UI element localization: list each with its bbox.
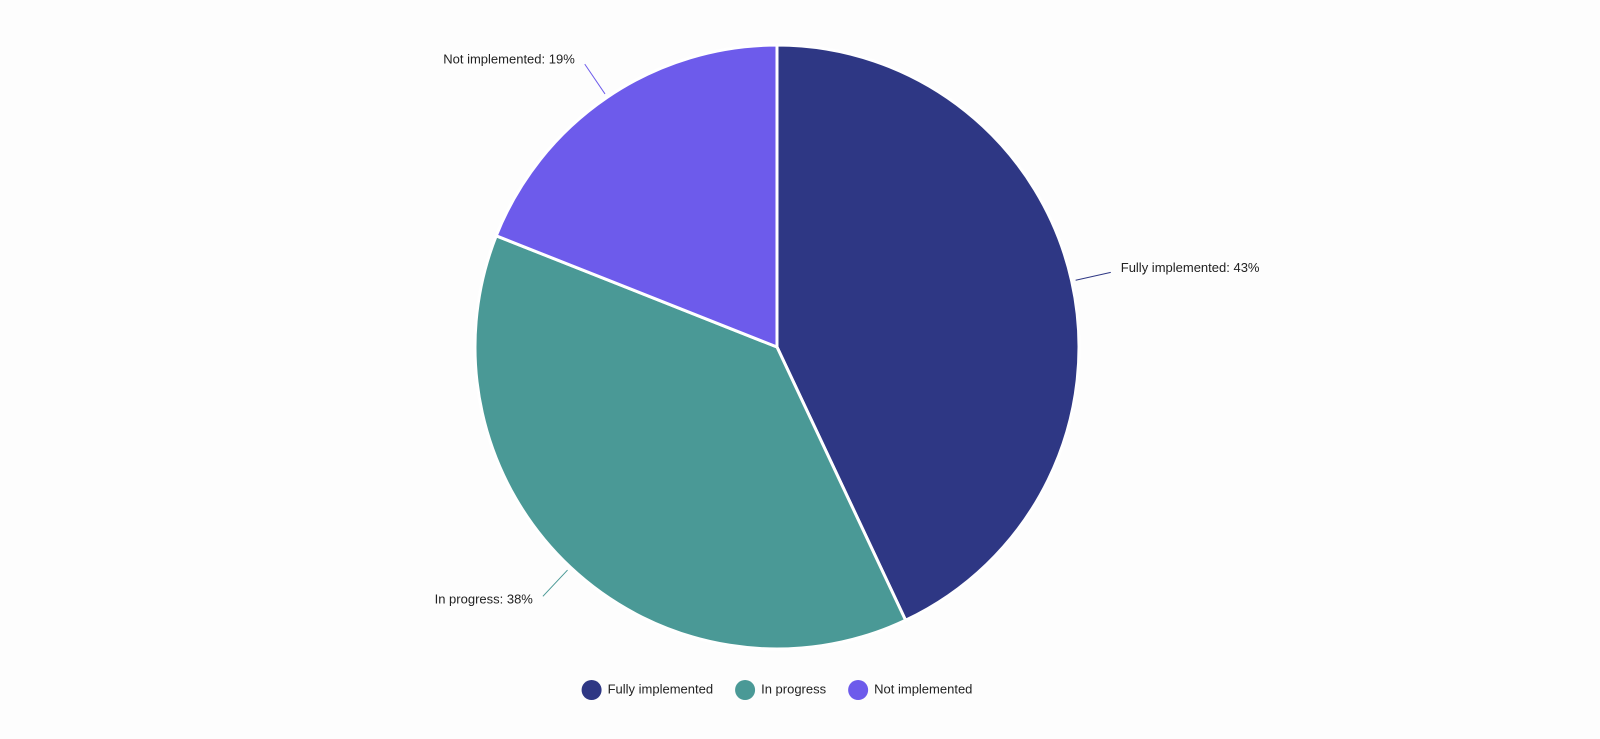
- data-label: Fully implemented: 43%: [1121, 260, 1260, 275]
- leader-line: [1075, 271, 1111, 281]
- legend-marker: [848, 680, 869, 700]
- pie-slice: [473, 233, 908, 651]
- legend: Fully implemented In progress Not implemen…: [581, 680, 972, 700]
- legend-label: Fully implemented: [608, 681, 714, 696]
- legend-marker: [735, 680, 756, 700]
- pie-slice: [775, 43, 1081, 623]
- leader-line: [584, 63, 606, 95]
- legend-label: In progress: [761, 681, 827, 696]
- legend-label: Not implemented: [874, 681, 972, 696]
- data-label: In progress: 38%: [435, 592, 534, 607]
- data-label: Not implemented: 19%: [443, 52, 575, 67]
- pie-slice: [494, 43, 779, 350]
- legend-marker: [581, 680, 602, 700]
- leader-line: [542, 569, 568, 597]
